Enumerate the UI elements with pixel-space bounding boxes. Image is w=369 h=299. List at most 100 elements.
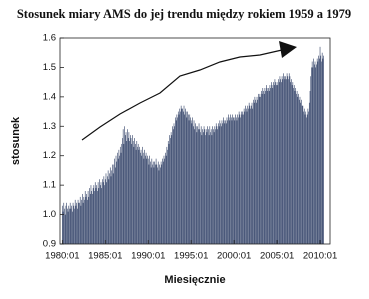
bar	[124, 126, 125, 244]
bar	[81, 199, 82, 244]
bar	[200, 126, 202, 244]
bar	[284, 79, 286, 244]
bar	[147, 158, 149, 244]
bar	[188, 120, 190, 244]
bar	[104, 185, 105, 244]
bar	[173, 123, 175, 244]
bar	[148, 164, 150, 244]
bar	[230, 114, 231, 244]
bar	[278, 79, 279, 244]
bar	[80, 205, 82, 244]
bar	[130, 138, 132, 244]
bar	[300, 102, 302, 244]
bar	[119, 146, 121, 244]
bar	[255, 102, 257, 244]
bar	[225, 120, 226, 244]
bar	[238, 111, 240, 244]
bar	[224, 123, 226, 244]
bar	[100, 182, 102, 244]
bar	[102, 179, 103, 244]
bar	[305, 111, 307, 244]
bar	[200, 132, 201, 244]
bar	[246, 111, 248, 244]
bar	[177, 117, 178, 244]
bar	[302, 105, 304, 244]
bar	[240, 111, 242, 244]
bar	[98, 188, 100, 244]
bar	[303, 108, 305, 244]
bar	[315, 67, 317, 244]
bar	[266, 85, 267, 244]
bar	[212, 126, 213, 244]
bar	[233, 117, 235, 244]
bar	[160, 161, 162, 244]
bar	[217, 129, 218, 244]
bar	[152, 164, 153, 244]
bar	[86, 193, 87, 244]
bar	[218, 123, 219, 244]
bar	[76, 202, 77, 244]
bar	[143, 158, 145, 244]
bar	[75, 205, 77, 244]
bar	[248, 108, 249, 244]
bar	[179, 108, 181, 244]
bar	[77, 199, 79, 244]
bar	[321, 52, 323, 244]
bar	[74, 199, 76, 244]
bar	[65, 205, 67, 244]
bar	[222, 123, 223, 244]
bar	[171, 135, 173, 244]
bar	[187, 111, 188, 244]
bar	[286, 79, 287, 244]
bar	[149, 155, 150, 244]
bar	[135, 149, 137, 244]
bar	[104, 179, 106, 244]
y-tick-label: 1.1	[43, 180, 56, 191]
bar	[220, 123, 221, 244]
bar	[185, 111, 187, 244]
bar	[240, 117, 241, 244]
bar	[122, 129, 124, 244]
bar	[150, 167, 152, 244]
bar	[170, 138, 171, 244]
bar	[170, 132, 172, 244]
bar	[210, 132, 211, 244]
bar	[165, 152, 166, 244]
bar	[311, 61, 313, 244]
bar	[311, 67, 312, 244]
bar	[239, 114, 241, 244]
y-tick-label: 1.3	[43, 121, 56, 132]
bar	[258, 96, 260, 244]
bar	[273, 85, 275, 244]
bar	[283, 76, 285, 244]
bar	[231, 120, 233, 244]
bar	[154, 161, 155, 244]
bar	[118, 149, 120, 244]
bar	[103, 176, 105, 244]
bar	[113, 164, 115, 244]
bar	[288, 79, 289, 244]
bar	[153, 167, 155, 244]
bar	[94, 191, 95, 244]
bar	[296, 93, 297, 245]
bar	[66, 202, 67, 244]
bar	[228, 117, 230, 244]
chart-title: Stosunek miary AMS do jej trendu między …	[17, 7, 351, 21]
bar	[293, 88, 294, 245]
bar	[285, 76, 286, 244]
y-tick-label: 1.4	[43, 91, 56, 102]
y-tick-label: 1.6	[43, 33, 56, 44]
bar	[209, 126, 211, 244]
bar	[296, 90, 298, 244]
bar	[99, 179, 100, 244]
bar	[156, 164, 158, 244]
bar	[195, 123, 196, 244]
bar	[115, 155, 117, 244]
bar	[309, 90, 311, 244]
bar	[70, 208, 72, 244]
bar	[163, 155, 165, 244]
bar	[213, 129, 214, 244]
bar	[293, 85, 295, 244]
bar	[151, 158, 153, 244]
bar	[141, 155, 143, 244]
